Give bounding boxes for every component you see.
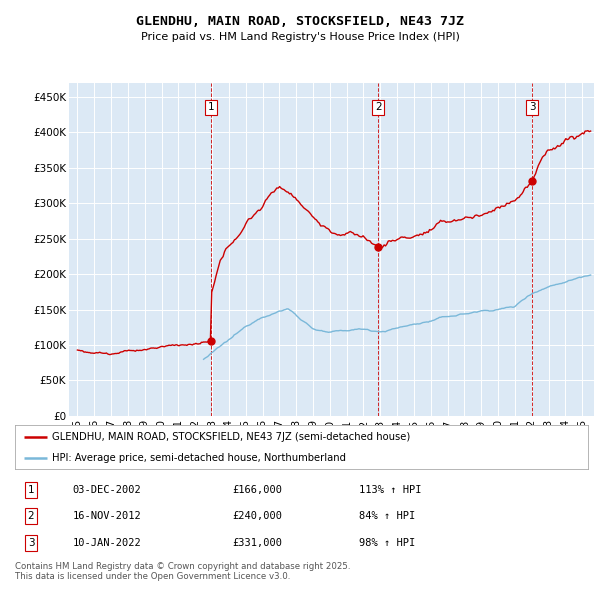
Text: 16-NOV-2012: 16-NOV-2012 — [73, 512, 141, 521]
Text: 10-JAN-2022: 10-JAN-2022 — [73, 537, 141, 548]
Text: £240,000: £240,000 — [233, 512, 283, 521]
Text: 113% ↑ HPI: 113% ↑ HPI — [359, 485, 421, 495]
Text: Price paid vs. HM Land Registry's House Price Index (HPI): Price paid vs. HM Land Registry's House … — [140, 32, 460, 42]
Text: 3: 3 — [529, 103, 536, 113]
Text: 1: 1 — [28, 485, 34, 495]
Text: £166,000: £166,000 — [233, 485, 283, 495]
Text: 2: 2 — [28, 512, 34, 521]
Text: 03-DEC-2002: 03-DEC-2002 — [73, 485, 141, 495]
Text: 1: 1 — [208, 103, 214, 113]
Text: 3: 3 — [28, 537, 34, 548]
Text: GLENDHU, MAIN ROAD, STOCKSFIELD, NE43 7JZ: GLENDHU, MAIN ROAD, STOCKSFIELD, NE43 7J… — [136, 15, 464, 28]
Text: HPI: Average price, semi-detached house, Northumberland: HPI: Average price, semi-detached house,… — [52, 453, 346, 463]
Text: £331,000: £331,000 — [233, 537, 283, 548]
Text: 2: 2 — [375, 103, 382, 113]
Text: GLENDHU, MAIN ROAD, STOCKSFIELD, NE43 7JZ (semi-detached house): GLENDHU, MAIN ROAD, STOCKSFIELD, NE43 7J… — [52, 432, 410, 442]
Text: 98% ↑ HPI: 98% ↑ HPI — [359, 537, 415, 548]
Text: Contains HM Land Registry data © Crown copyright and database right 2025.
This d: Contains HM Land Registry data © Crown c… — [15, 562, 350, 581]
Text: 84% ↑ HPI: 84% ↑ HPI — [359, 512, 415, 521]
